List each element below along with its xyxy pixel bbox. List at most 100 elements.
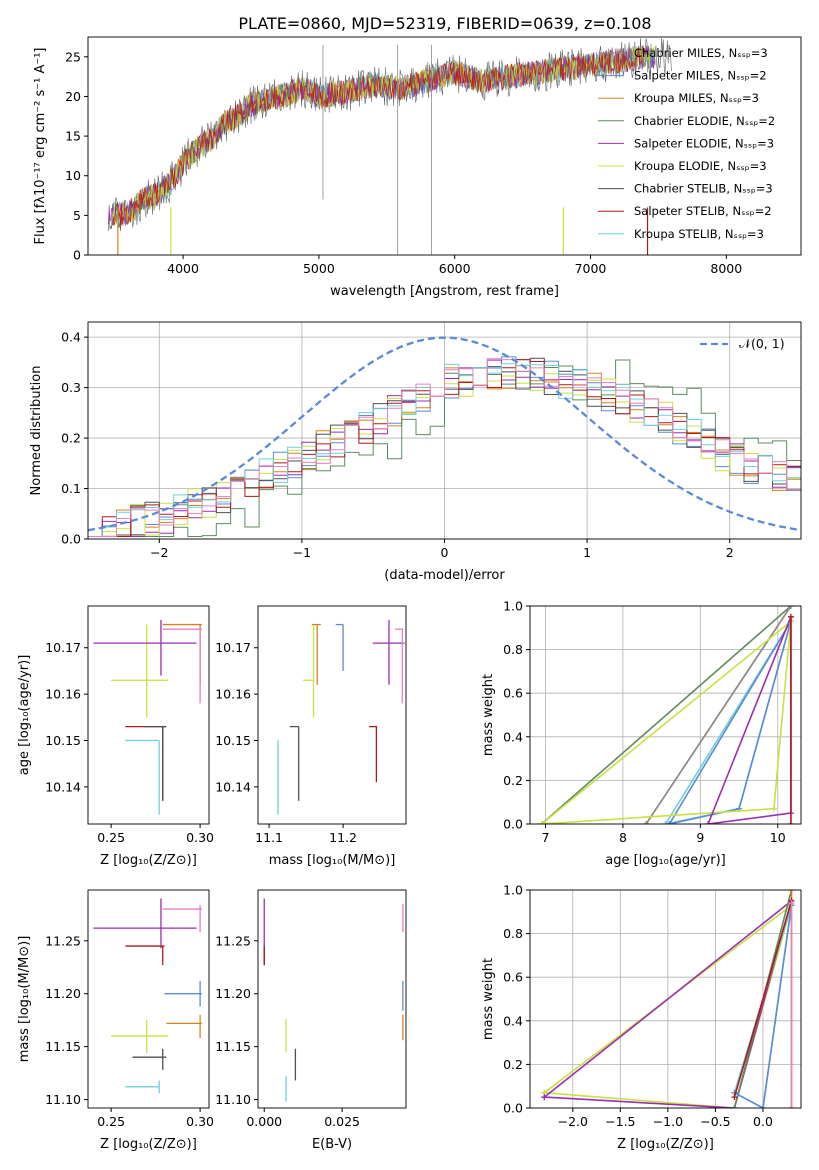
y-tick-label: 10.15 [215,733,251,748]
panel-weight-vs-age: 7 8 9 10 0.0 0.2 0.4 0.6 0.8 1.0 age [log₁₀(age/yr… [481,599,802,868]
y-tick-label: 11.20 [215,986,251,1001]
panel-mass-vs-z: 0.25 0.30 11.10 11.15 11.20 11.25 Z [log₁₀(Z/Z… [17,889,214,1152]
y-tick-label: 11.15 [215,1039,251,1054]
y-tick-label: 10 [65,168,81,183]
weight-marker [788,1105,795,1108]
y-tick-label: 0.2 [503,773,523,788]
weight-line [543,898,793,1108]
y-tick-label: 10.14 [45,779,81,794]
weight-marker [787,613,794,620]
panel-weight-vs-z: −2.0 −1.5 −1.0 −0.5 0.0 0.0 0.2 0.4 0.6 0.8 1.0 Z [… [481,883,802,1152]
spectrum-line [112,45,648,227]
y-tick-label: 10.16 [215,687,251,702]
axes-frame [257,605,407,825]
panel-residuals: 𝒩(0, 1) −2 −1 0 1 2 0.0 0.1 0.2 0.3 0.4 (data-model… [29,321,802,583]
y-tick-label: 10.17 [215,640,251,655]
weight-marker [643,821,650,824]
y-axis-label: Normed distribution [29,366,44,496]
weight-line [733,900,793,1098]
x-tick-label: 2 [726,545,734,560]
y-axis-label: mass weight [481,958,496,1040]
x-tick-label: 0 [441,545,449,560]
x-tick-label: 0.025 [324,1114,360,1129]
axes-frame [529,889,802,1109]
x-tick-label: −2 [150,545,168,560]
y-tick-label: 0.2 [61,431,81,446]
panel-spectrum: Chabrier MILES, Nₛₛₚ=3 Salpeter MILES, Nₛ… [33,36,802,299]
y-tick-label: 0.4 [61,330,81,345]
weight-marker [787,606,794,609]
y-axis-label: mass weight [481,674,496,756]
x-tick-label: 4000 [167,261,199,276]
x-axis-label: mass [log₁₀(M/M⊙)] [269,853,396,868]
panel-age-vs-mass: 11.1 11.2 10.14 10.15 10.16 10.17 mass [log₁₀(… [215,605,407,868]
weight-line [734,905,793,1108]
y-tick-label: 11.10 [215,1092,251,1107]
y-tick-label: 0.3 [61,380,81,395]
y-tick-label: 0.8 [503,642,523,657]
x-tick-label: 11.1 [255,830,283,845]
x-tick-label: −0.5 [700,1114,730,1129]
weight-marker [538,821,545,824]
legend-label: Kroupa ELODIE, Nₛₛₚ=3 [634,159,767,173]
x-tick-label: 0.000 [246,1114,282,1129]
weight-line [707,616,792,824]
weight-marker [731,1105,738,1108]
panel-age-vs-z: 0.25 0.30 10.14 10.15 10.16 10.17 Z [log₁₀(Z/Z… [17,605,214,868]
x-tick-label: 0.30 [186,830,214,845]
x-tick-label: 9 [696,830,704,845]
y-tick-label: 0.2 [503,1057,523,1072]
legend-label: Kroupa STELIB, Nₛₛₚ=3 [634,227,764,241]
x-axis-label: Z [log₁₀(Z/Z⊙)] [100,1137,197,1152]
legend-label: Salpeter MILES, Nₛₛₚ=2 [634,69,767,83]
x-tick-label: 8 [619,830,627,845]
y-axis-label: mass [log₁₀(M/M⊙)] [17,936,32,1063]
x-tick-label: 0.0 [753,1114,773,1129]
y-tick-label: 0.8 [503,926,523,941]
legend-label: Kroupa MILES, Nₛₛₚ=3 [634,91,759,105]
legend-label: Chabrier ELODIE, Nₛₛₚ=2 [634,114,775,128]
x-axis-label: wavelength [Angstrom, rest frame] [330,284,559,299]
y-axis-label: age [log₁₀(age/yr)] [17,655,32,776]
normal-curve [88,336,799,532]
y-tick-label: 25 [65,49,81,64]
weight-line [668,620,792,824]
plot-area [88,336,801,537]
x-tick-label: 11.2 [329,830,357,845]
plot-area [277,619,405,815]
plot-area [93,898,202,1094]
y-tick-label: 11.25 [45,933,81,948]
axes-frame [87,605,210,825]
x-axis-label: age [log₁₀(age/yr)] [605,853,726,868]
legend-label: Salpeter ELODIE, Nₛₛₚ=3 [634,136,774,150]
y-tick-label: 10.14 [215,779,251,794]
weight-line [541,606,792,824]
x-tick-label: 1 [583,545,591,560]
y-tick-label: 1.0 [503,599,523,614]
x-axis-label: Z [log₁₀(Z/Z⊙)] [100,853,197,868]
weight-marker [666,821,673,824]
y-tick-label: 0 [73,248,81,263]
x-tick-label: 7 [542,830,550,845]
y-tick-label: 0.6 [503,686,523,701]
axes-frame [529,605,802,825]
axes-frame [87,36,802,256]
weight-marker [705,821,712,824]
y-tick-label: 5 [73,208,81,223]
y-tick-label: 11.25 [215,933,251,948]
y-axis-label: Flux [fλ10⁻¹⁷ erg cm⁻² s⁻¹ A⁻¹] [33,48,48,245]
weight-marker [788,890,795,893]
figure-title: PLATE=0860, MJD=52319, FIBERID=0639, z=0… [238,14,651,33]
x-tick-label: 7000 [575,261,607,276]
weight-marker [662,821,669,824]
y-tick-label: 0.4 [503,1013,523,1028]
x-tick-label: 5000 [303,261,335,276]
x-tick-label: 0.25 [97,830,125,845]
x-axis-label: E(B-V) [312,1137,352,1152]
x-tick-label: −1 [293,545,311,560]
plot-area [93,619,202,815]
weight-marker [787,821,794,824]
x-tick-label: −1.5 [605,1114,635,1129]
weight-marker [770,805,777,812]
